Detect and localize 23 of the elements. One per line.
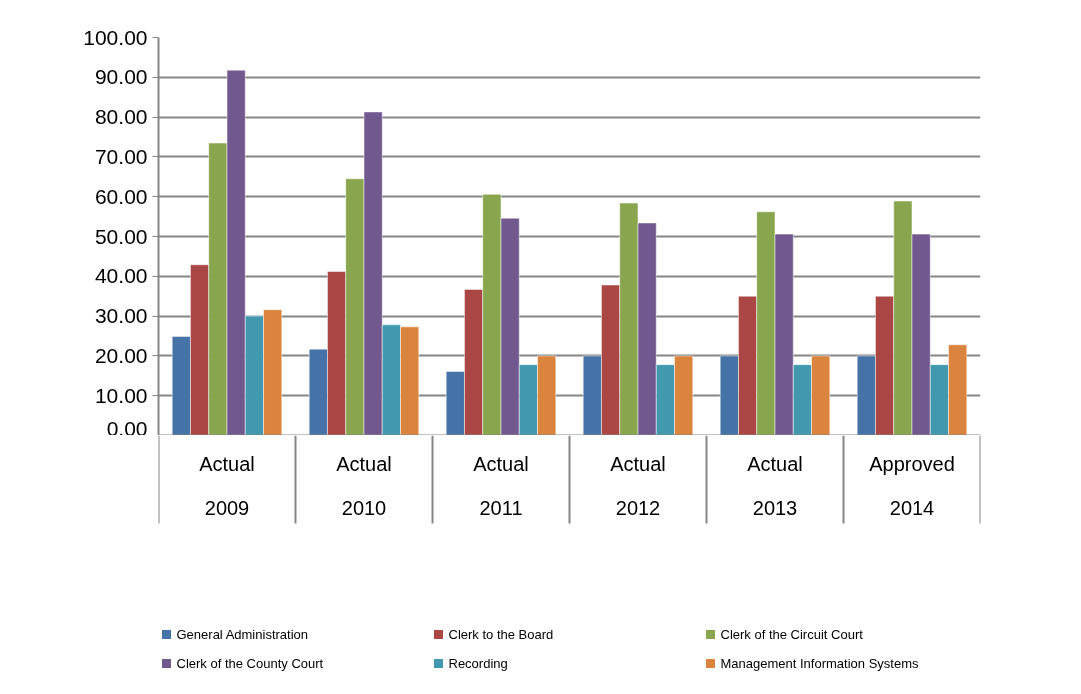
y-tick-label: 20.00 — [94, 343, 148, 367]
y-tick-label: 60.00 — [94, 184, 148, 208]
x-tick-label: Actual 2011 — [473, 452, 529, 519]
y-tick-label: 10.00 — [94, 383, 148, 407]
x-tick-label: Approved 2014 — [869, 452, 955, 519]
y-tick-label: 0.00 — [106, 416, 148, 440]
legend-label: Management Information Systems — [720, 656, 919, 671]
y-tick-label: 100.00 — [83, 25, 148, 49]
y-tick-label: 90.00 — [94, 65, 148, 89]
y-tick-label: 80.00 — [94, 105, 148, 129]
y-tick-label: 40.00 — [94, 264, 148, 288]
x-tick-label: Actual 2009 — [199, 452, 255, 519]
x-tick-label: Actual 2013 — [747, 452, 803, 519]
legend-label: Clerk of the Circuit Court — [720, 627, 864, 642]
legend-label: Recording — [448, 656, 508, 671]
legend-label: General Administration — [176, 627, 309, 642]
legend-label: Clerk to the Board — [448, 627, 554, 642]
y-tick-label: 70.00 — [94, 144, 148, 168]
x-tick-label: Actual 2010 — [336, 452, 392, 519]
legend-label: Clerk of the County Court — [176, 656, 324, 671]
y-tick-label: 30.00 — [94, 304, 148, 328]
x-tick-label: Actual 2012 — [610, 452, 666, 519]
y-tick-label: 50.00 — [94, 224, 148, 248]
